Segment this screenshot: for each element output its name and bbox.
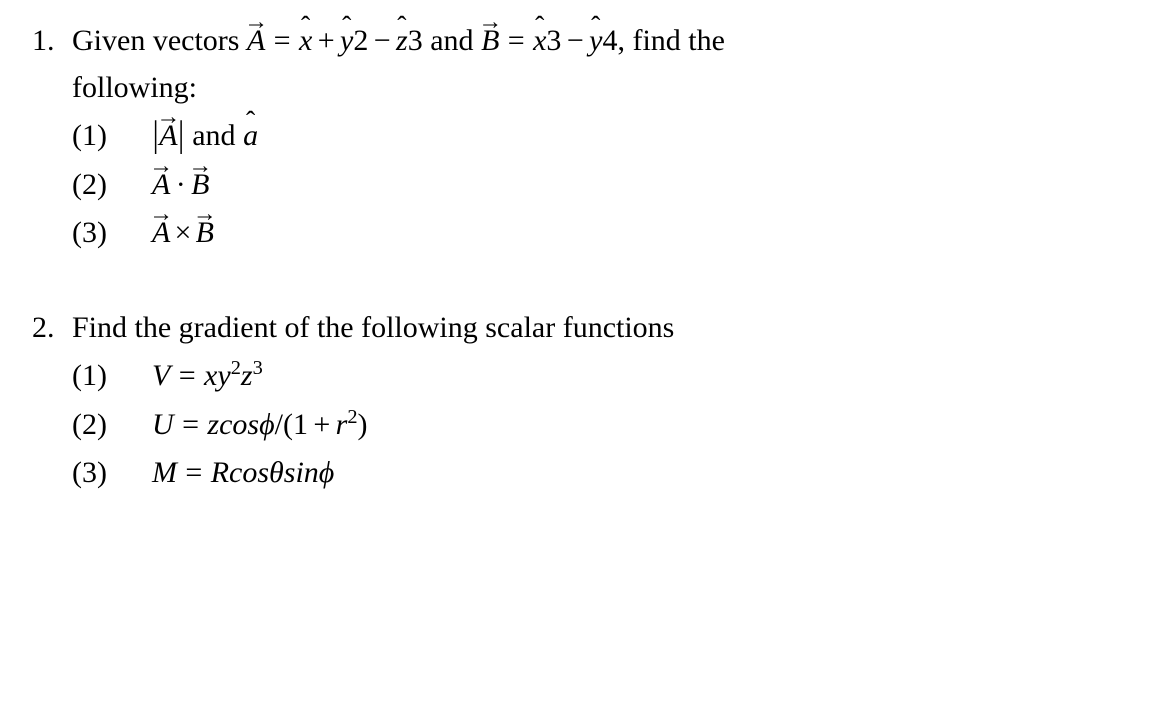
paren-close: ) xyxy=(358,408,368,441)
var-phi: ϕ xyxy=(319,456,335,489)
sub-number: (1) xyxy=(72,353,152,400)
arrow-icon: → xyxy=(149,148,173,185)
coefficient-2: 2 xyxy=(353,24,368,57)
exp-3: 3 xyxy=(253,357,263,379)
abs-close: | xyxy=(178,107,185,164)
sub-number: (1) xyxy=(72,113,152,160)
y-hat: yˆ xyxy=(589,18,602,65)
var-y: y xyxy=(217,359,230,392)
hat-icon: ˆ xyxy=(535,5,544,48)
exp-2: 2 xyxy=(231,357,241,379)
sub-body: |A→| and aˆ xyxy=(152,113,1138,160)
fn-sin: sin xyxy=(284,456,319,489)
problem-2-sub-3: (3) M=Rcosθsinϕ xyxy=(72,450,1138,497)
problem-2-sub-1: (1) V=xy2z3 xyxy=(72,353,1138,400)
hat-icon: ˆ xyxy=(246,100,255,143)
var-x: x xyxy=(204,359,217,392)
sub-body: M=Rcosθsinϕ xyxy=(152,450,1138,497)
fn-cos: cos xyxy=(229,456,269,489)
equals-sign: = xyxy=(174,408,208,441)
paren-open: ( xyxy=(283,408,293,441)
arrow-icon: → xyxy=(188,148,212,185)
sub-number: (2) xyxy=(72,162,152,209)
equals-sign: = xyxy=(499,24,533,57)
problem-1-sub-1: (1) |A→| and aˆ xyxy=(72,113,1138,160)
equals-sign: = xyxy=(170,359,204,392)
var-r: r xyxy=(336,408,348,441)
problem-1-statement-line-1: 1. Given vectors A→=xˆ+yˆ2−zˆ3 and B→=xˆ… xyxy=(32,18,1138,65)
hat-icon: ˆ xyxy=(342,5,351,48)
text-find-the: , find the xyxy=(617,24,724,57)
problem-1-number: 1. xyxy=(32,18,72,65)
x-hat: xˆ xyxy=(533,18,546,65)
equals-sign: = xyxy=(177,456,211,489)
vector-A: A→ xyxy=(247,18,265,65)
problem-2: 2. Find the gradient of the following sc… xyxy=(32,305,1138,497)
sub-body: U=zcosϕ/(1+r2) xyxy=(152,402,1138,449)
text-and: and xyxy=(423,24,481,57)
minus-sign: − xyxy=(561,24,589,57)
problem-1-sub-2: (2) A→·B→ xyxy=(72,162,1138,209)
arrow-icon: → xyxy=(478,4,502,41)
problem-2-text: Find the gradient of the following scala… xyxy=(72,305,1138,352)
problem-2-sub-2: (2) U=zcosϕ/(1+r2) xyxy=(72,402,1138,449)
coefficient-3: 3 xyxy=(408,24,423,57)
var-M: M xyxy=(152,456,177,489)
exp-2: 2 xyxy=(347,406,357,428)
hat-icon: ˆ xyxy=(301,5,310,48)
arrow-icon: → xyxy=(193,196,217,233)
a-hat: aˆ xyxy=(243,113,258,160)
var-theta: θ xyxy=(269,456,284,489)
problem-2-statement: 2. Find the gradient of the following sc… xyxy=(32,305,1138,352)
var-U: U xyxy=(152,408,174,441)
plus-sign: + xyxy=(308,408,336,441)
sub-body: A→×B→ xyxy=(152,210,1138,257)
y-hat: yˆ xyxy=(340,18,353,65)
var-z: z xyxy=(241,359,253,392)
arrow-icon: → xyxy=(244,4,268,41)
x-hat: xˆ xyxy=(299,18,312,65)
problem-1-sub-3: (3) A→×B→ xyxy=(72,210,1138,257)
coefficient-3b: 3 xyxy=(546,24,561,57)
problem-1-text: Given vectors A→=xˆ+yˆ2−zˆ3 and B→=xˆ3−y… xyxy=(72,18,1138,65)
hat-icon: ˆ xyxy=(397,5,406,48)
vector-A: A→ xyxy=(152,210,170,257)
coefficient-4: 4 xyxy=(602,24,617,57)
vector-B: B→ xyxy=(481,18,499,65)
sub-body: A→·B→ xyxy=(152,162,1138,209)
arrow-icon: → xyxy=(149,196,173,233)
sub-number: (2) xyxy=(72,402,152,449)
sub-number: (3) xyxy=(72,210,152,257)
slash: / xyxy=(275,408,283,441)
problem-1: 1. Given vectors A→=xˆ+yˆ2−zˆ3 and B→=xˆ… xyxy=(32,18,1138,257)
fn-cos: cos xyxy=(219,408,259,441)
var-z: z xyxy=(207,408,219,441)
text-given-vectors: Given vectors xyxy=(72,24,247,57)
problem-2-subparts: (1) V=xy2z3 (2) U=zcosϕ/(1+r2) (3) M=Rco… xyxy=(32,353,1138,497)
var-R: R xyxy=(211,456,229,489)
sub-body: V=xy2z3 xyxy=(152,353,1138,400)
vector-B: B→ xyxy=(196,210,214,257)
minus-sign: − xyxy=(368,24,396,57)
problem-1-statement-line-2: following: xyxy=(32,65,1138,112)
var-phi: ϕ xyxy=(259,408,275,441)
var-V: V xyxy=(152,359,170,392)
plus-sign: + xyxy=(312,24,340,57)
z-hat: zˆ xyxy=(396,18,408,65)
problem-1-subparts: (1) |A→| and aˆ (2) A→·B→ (3) A→×B→ xyxy=(32,113,1138,257)
const-1: 1 xyxy=(293,408,308,441)
equals-sign: = xyxy=(265,24,299,57)
hat-icon: ˆ xyxy=(591,5,600,48)
problem-2-number: 2. xyxy=(32,305,72,352)
sub-number: (3) xyxy=(72,450,152,497)
